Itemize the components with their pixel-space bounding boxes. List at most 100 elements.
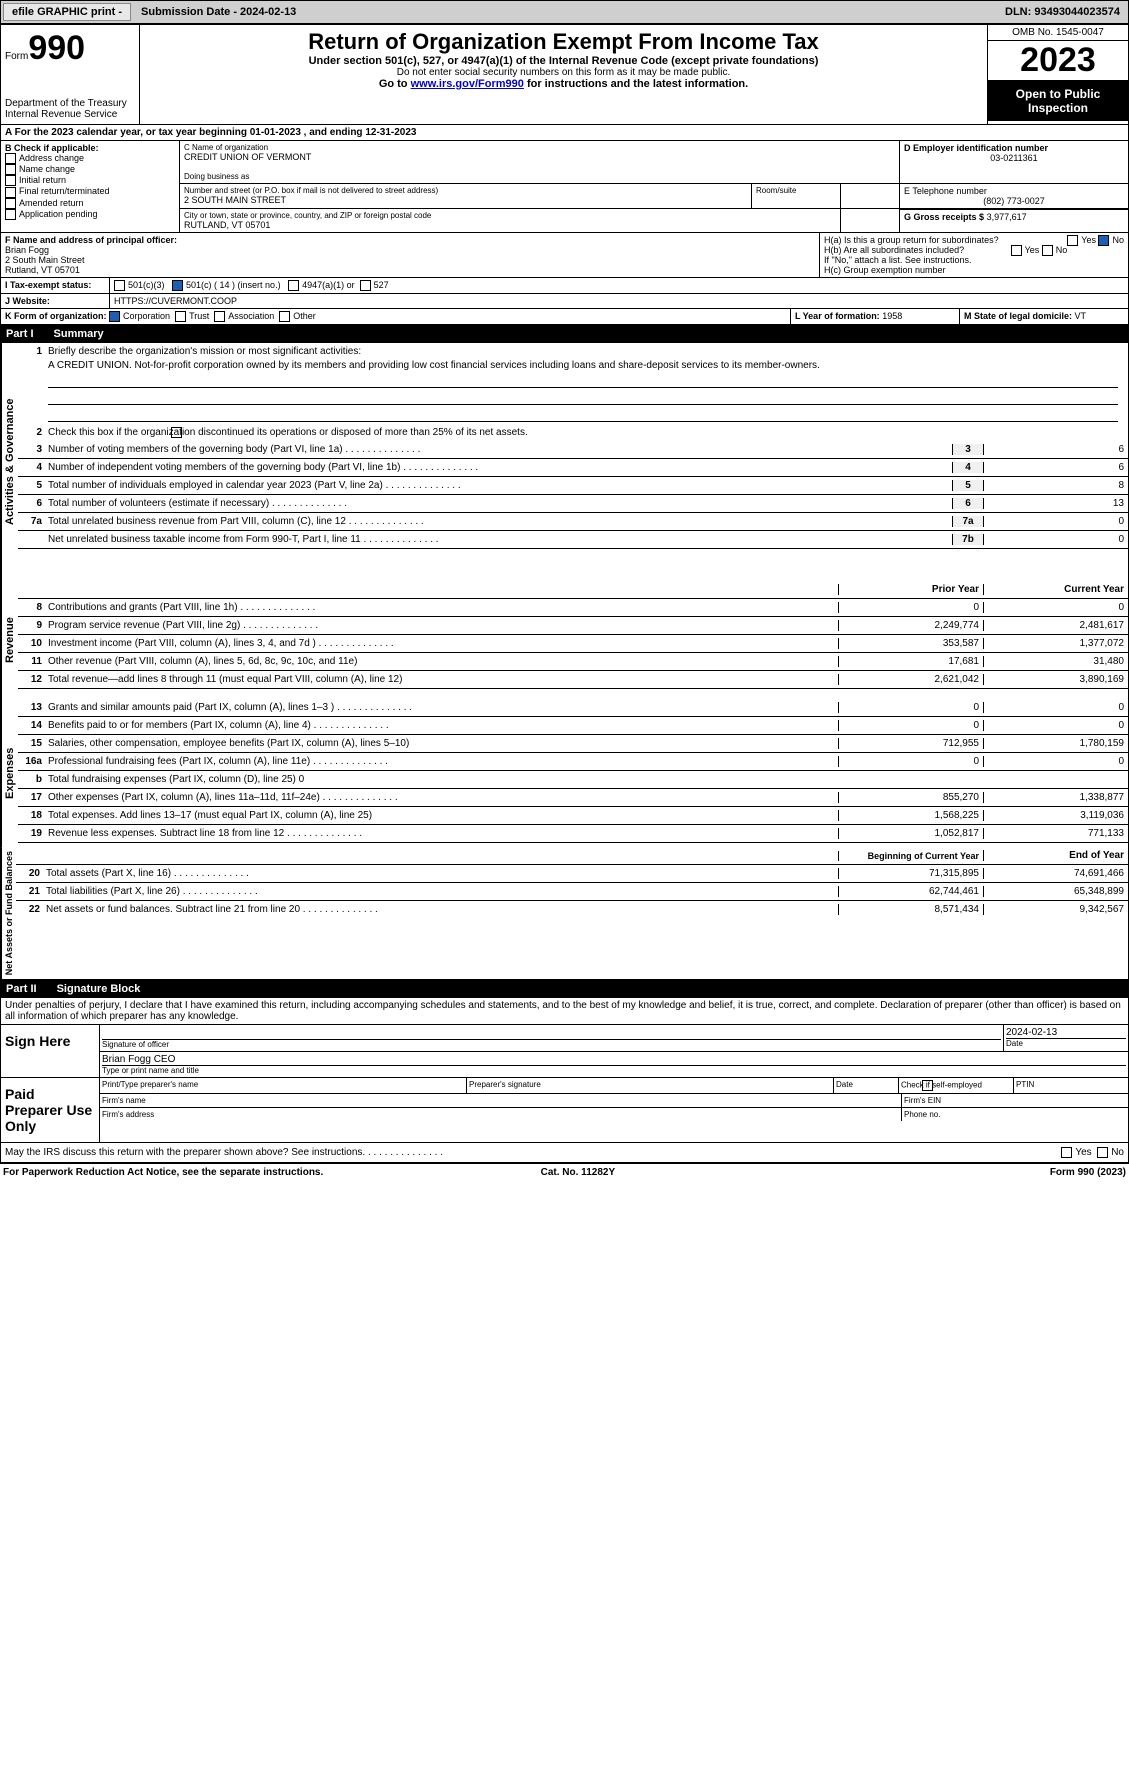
opt-final-return: Final return/terminated [19, 186, 110, 196]
box-b-label: B Check if applicable: [5, 143, 175, 153]
chk-name-change[interactable] [5, 164, 16, 175]
line15-curr: 1,780,159 [983, 738, 1128, 749]
line1-label: Briefly describe the organization's miss… [46, 346, 1128, 357]
gross-receipts-value: 3,977,617 [987, 212, 1027, 222]
part-1-label: Part I [6, 328, 54, 340]
line13-prior: 0 [838, 702, 983, 713]
form-org-label: K Form of organization: [5, 311, 107, 321]
side-net-assets: Net Assets or Fund Balances [1, 847, 16, 979]
side-activities-governance: Activities & Governance [1, 343, 18, 581]
line13-text: Grants and similar amounts paid (Part IX… [46, 702, 838, 713]
line12-curr: 3,890,169 [983, 674, 1128, 685]
line12-text: Total revenue—add lines 8 through 11 (mu… [46, 674, 838, 685]
cat-number: Cat. No. 11282Y [541, 1167, 615, 1178]
form-subtitle-2: Do not enter social security numbers on … [144, 67, 983, 78]
line10-prior: 353,587 [838, 638, 983, 649]
opt-corp: Corporation [123, 311, 170, 321]
chk-amended-return[interactable] [5, 198, 16, 209]
opt-527: 527 [374, 280, 389, 290]
line20-end: 74,691,466 [983, 868, 1128, 879]
part-2-header: Part II Signature Block [0, 980, 1129, 998]
opt-other: Other [293, 311, 316, 321]
line4-val: 6 [983, 462, 1128, 473]
dba-label: Doing business as [184, 172, 895, 181]
chk-other[interactable] [279, 311, 290, 322]
ha-yes: Yes [1081, 235, 1096, 245]
line4-num: 4 [952, 462, 983, 473]
officer-label: F Name and address of principal officer: [5, 235, 815, 245]
opt-name-change: Name change [19, 164, 75, 174]
form-word: Form [5, 51, 28, 62]
chk-hb-no[interactable] [1042, 245, 1053, 256]
chk-corp[interactable] [109, 311, 120, 322]
city-value: RUTLAND, VT 05701 [184, 220, 836, 230]
chk-trust[interactable] [175, 311, 186, 322]
may-irs-discuss: May the IRS discuss this return with the… [5, 1147, 443, 1158]
line6-text: Total number of volunteers (estimate if … [46, 498, 952, 509]
chk-hb-yes[interactable] [1011, 245, 1022, 256]
may-irs-no: No [1111, 1148, 1124, 1159]
form-number: 990 [28, 29, 85, 67]
phone-label: E Telephone number [904, 186, 1124, 196]
efile-print-button[interactable]: efile GRAPHIC print - [3, 3, 131, 21]
chk-application-pending[interactable] [5, 209, 16, 220]
city-label: City or town, state or province, country… [184, 211, 836, 220]
irs-form990-link[interactable]: www.irs.gov/Form990 [411, 78, 524, 90]
org-name-label: C Name of organization [184, 143, 895, 152]
chk-ha-no[interactable] [1098, 235, 1109, 246]
chk-assoc[interactable] [214, 311, 225, 322]
chk-discontinued[interactable] [171, 427, 182, 438]
chk-4947[interactable] [288, 280, 299, 291]
box-b: B Check if applicable: Address change Na… [1, 141, 180, 232]
sign-here-label: Sign Here [1, 1025, 100, 1077]
line11-curr: 31,480 [983, 656, 1128, 667]
line8-text: Contributions and grants (Part VIII, lin… [46, 602, 838, 613]
sig-date-label: Date [1006, 1038, 1126, 1048]
phone-value: (802) 773-0027 [904, 196, 1124, 206]
line10-curr: 1,377,072 [983, 638, 1128, 649]
chk-527[interactable] [360, 280, 371, 291]
addr-value: 2 SOUTH MAIN STREET [184, 195, 747, 205]
form-subtitle-1: Under section 501(c), 527, or 4947(a)(1)… [144, 55, 983, 67]
line9-curr: 2,481,617 [983, 620, 1128, 631]
line7a-text: Total unrelated business revenue from Pa… [46, 516, 952, 527]
col-prior-year: Prior Year [838, 584, 983, 595]
col-end-year: End of Year [983, 850, 1128, 861]
line3-val: 6 [983, 444, 1128, 455]
chk-address-change[interactable] [5, 153, 16, 164]
line8-prior: 0 [838, 602, 983, 613]
line7b-val: 0 [983, 534, 1128, 545]
h-c-label: H(c) Group exemption number [824, 265, 1124, 275]
line22-end: 9,342,567 [983, 904, 1128, 915]
h-b-label: H(b) Are all subordinates included? [824, 245, 964, 255]
sig-date-value: 2024-02-13 [1006, 1027, 1126, 1038]
opt-501c3: 501(c)(3) [128, 280, 165, 290]
chk-self-employed[interactable] [922, 1080, 933, 1091]
chk-final-return[interactable] [5, 187, 16, 198]
line20-text: Total assets (Part X, line 16) [44, 868, 838, 879]
chk-501c3[interactable] [114, 280, 125, 291]
mission-text: A CREDIT UNION. Not-for-profit corporati… [48, 360, 1118, 371]
tax-exempt-label: I Tax-exempt status: [1, 278, 110, 293]
chk-may-irs-yes[interactable] [1061, 1147, 1072, 1158]
chk-may-irs-no[interactable] [1097, 1147, 1108, 1158]
line14-prior: 0 [838, 720, 983, 731]
paid-preparer-label: Paid Preparer Use Only [1, 1078, 100, 1142]
prep-sig-label: Preparer's signature [467, 1078, 834, 1093]
chk-501c[interactable] [172, 280, 183, 291]
website-value: HTTPS://CUVERMONT.COOP [110, 294, 1128, 308]
tax-year: 2023 [988, 41, 1128, 81]
line17-curr: 1,338,877 [983, 792, 1128, 803]
calendar-year-line: A For the 2023 calendar year, or tax yea… [0, 125, 1129, 141]
line10-text: Investment income (Part VIII, column (A)… [46, 638, 838, 649]
prep-date-label: Date [834, 1078, 899, 1093]
chk-ha-yes[interactable] [1067, 235, 1078, 246]
sig-officer-name: Brian Fogg CEO [102, 1054, 1126, 1065]
submission-date: Submission Date - 2024-02-13 [135, 4, 302, 20]
opt-4947: 4947(a)(1) or [302, 280, 355, 290]
goto-suffix: for instructions and the latest informat… [524, 78, 748, 90]
chk-initial-return[interactable] [5, 175, 16, 186]
addr-label: Number and street (or P.O. box if mail i… [184, 186, 747, 195]
dept-treasury: Department of the Treasury [5, 98, 135, 109]
line11-text: Other revenue (Part VIII, column (A), li… [46, 656, 838, 667]
